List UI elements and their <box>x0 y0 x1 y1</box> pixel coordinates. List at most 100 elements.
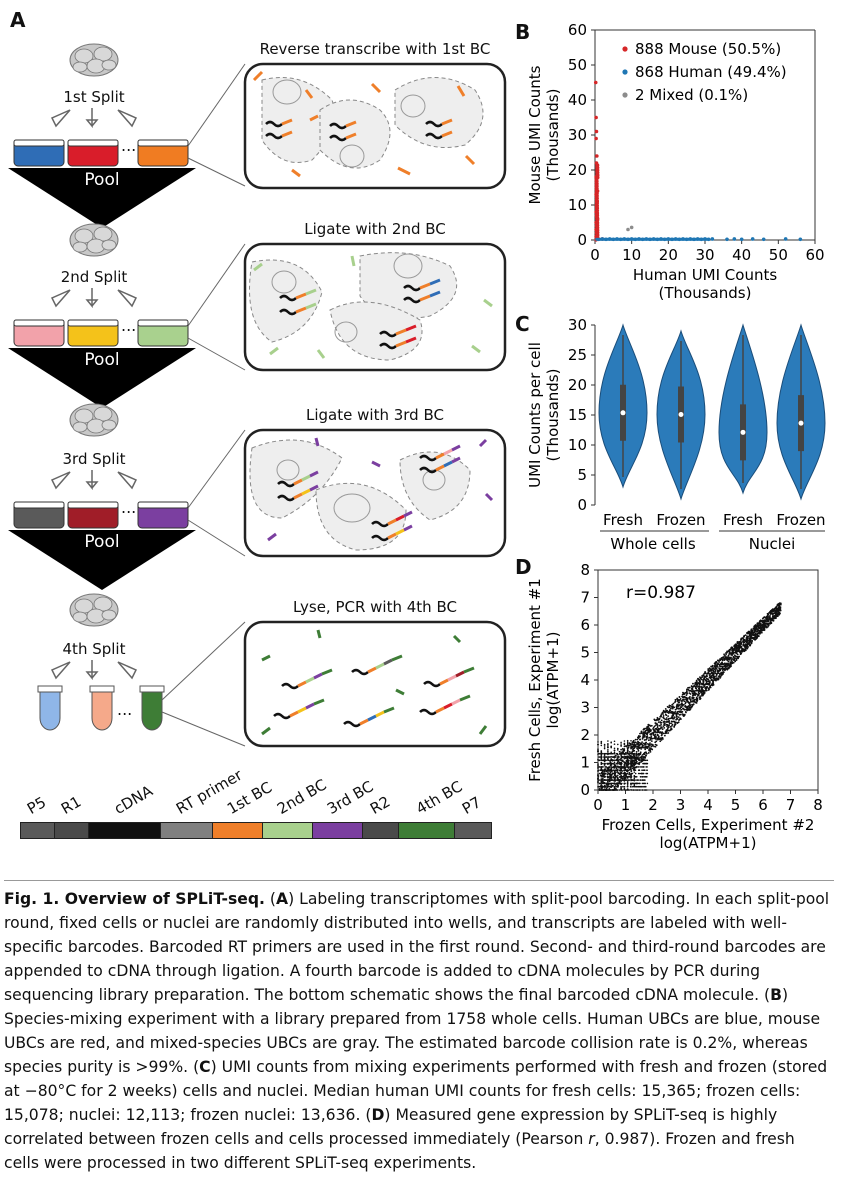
scatter-point <box>690 700 693 703</box>
scatter-point <box>671 716 673 719</box>
scatter-point <box>620 752 622 754</box>
scatter-point <box>597 778 599 780</box>
scatter-point <box>680 703 683 706</box>
scatter-point <box>698 696 701 699</box>
scatter-point <box>613 740 616 743</box>
scatter-point <box>607 772 609 775</box>
scatter-point <box>627 752 630 755</box>
scatter-point <box>623 743 626 745</box>
panel-letter-c: C <box>515 312 530 336</box>
scatter-point <box>666 711 669 714</box>
scatter-point <box>752 633 755 636</box>
scatter-point <box>687 697 689 700</box>
scatter-point <box>626 747 629 750</box>
scatter-point <box>742 635 745 638</box>
scatter-point <box>642 762 644 765</box>
scatter-point <box>736 647 738 650</box>
scatter-point <box>600 757 603 759</box>
scatter-point <box>643 759 646 762</box>
scatter-point <box>630 739 632 742</box>
scatter-point <box>702 693 705 696</box>
scatter-point <box>600 763 603 766</box>
scatter-point <box>630 758 632 761</box>
scatter-point <box>633 744 636 747</box>
scatter-point <box>640 756 643 758</box>
scatter-point <box>626 757 629 760</box>
scatter-point <box>649 729 651 731</box>
scatter-point <box>702 674 705 677</box>
scatter-point <box>749 640 752 643</box>
scatter-point <box>594 129 599 134</box>
scatter-point <box>718 663 721 666</box>
scatter-point <box>598 772 601 775</box>
scatter-point <box>600 768 603 770</box>
scatter-point <box>620 788 622 791</box>
scatter-point <box>603 773 606 776</box>
scatter-point <box>626 782 629 785</box>
scatter-point <box>648 731 650 734</box>
scatter-point <box>702 678 705 680</box>
scatter-point <box>712 680 715 682</box>
scatter-point <box>641 776 644 778</box>
scatter-point <box>623 773 626 776</box>
scatter-point <box>772 616 775 619</box>
scatter-point <box>634 745 637 748</box>
scatter-point <box>633 779 636 782</box>
scatter-point <box>647 739 650 742</box>
scatter-point <box>656 726 659 729</box>
scatter-point <box>630 754 632 757</box>
scatter-point <box>612 769 615 771</box>
scatter-point <box>743 650 746 653</box>
scatter-point <box>762 624 765 627</box>
scatter-point <box>665 718 668 721</box>
scatter-point <box>682 691 684 694</box>
scatter-point <box>670 707 672 710</box>
scatter-point <box>727 650 730 652</box>
scatter-point <box>616 779 619 781</box>
scatter-point <box>600 766 603 769</box>
pool-label-3: Pool <box>84 532 120 552</box>
scatter-point <box>723 657 726 660</box>
scatter-point <box>708 683 711 686</box>
scatter-point <box>654 737 657 740</box>
scatter-point <box>673 706 676 709</box>
scatter-point <box>643 769 646 771</box>
scatter-point <box>603 754 606 757</box>
cell-clump-icon <box>69 403 119 437</box>
scatter-point <box>759 622 762 625</box>
scatter-point <box>600 740 603 743</box>
scatter-point <box>736 653 739 656</box>
scatter-point <box>763 616 766 618</box>
scatter-point <box>623 779 626 782</box>
scatter-point <box>661 728 664 731</box>
scatter-point <box>642 766 644 768</box>
scatter-point <box>657 737 660 739</box>
scatter-point <box>745 640 748 643</box>
scatter-point <box>766 623 769 625</box>
scatter-point <box>607 746 609 749</box>
scatter-point <box>650 745 653 748</box>
scatter-point <box>605 766 608 768</box>
scatter-point <box>670 728 673 731</box>
x-tick-label: 30 <box>695 246 714 264</box>
scatter-point <box>637 779 639 781</box>
scatter-point <box>666 728 669 731</box>
scatter-point <box>641 789 644 791</box>
scatter-point <box>698 679 701 682</box>
scatter-point <box>798 237 803 242</box>
scatter-point <box>751 636 753 639</box>
scatter-point <box>665 717 668 719</box>
x-tick-label: 4 <box>703 796 713 814</box>
scatter-point <box>623 748 626 750</box>
scatter-point <box>685 711 687 714</box>
scatter-point <box>644 748 647 751</box>
scatter-point <box>698 692 701 695</box>
scatter-point <box>617 756 619 758</box>
scatter-point <box>685 694 688 697</box>
scatter-point <box>679 718 682 720</box>
scatter-point <box>625 773 628 776</box>
scatter-point <box>728 652 731 655</box>
y-tick-label: 1 <box>580 754 590 772</box>
scatter-point <box>671 714 674 717</box>
scatter-point <box>603 764 606 766</box>
